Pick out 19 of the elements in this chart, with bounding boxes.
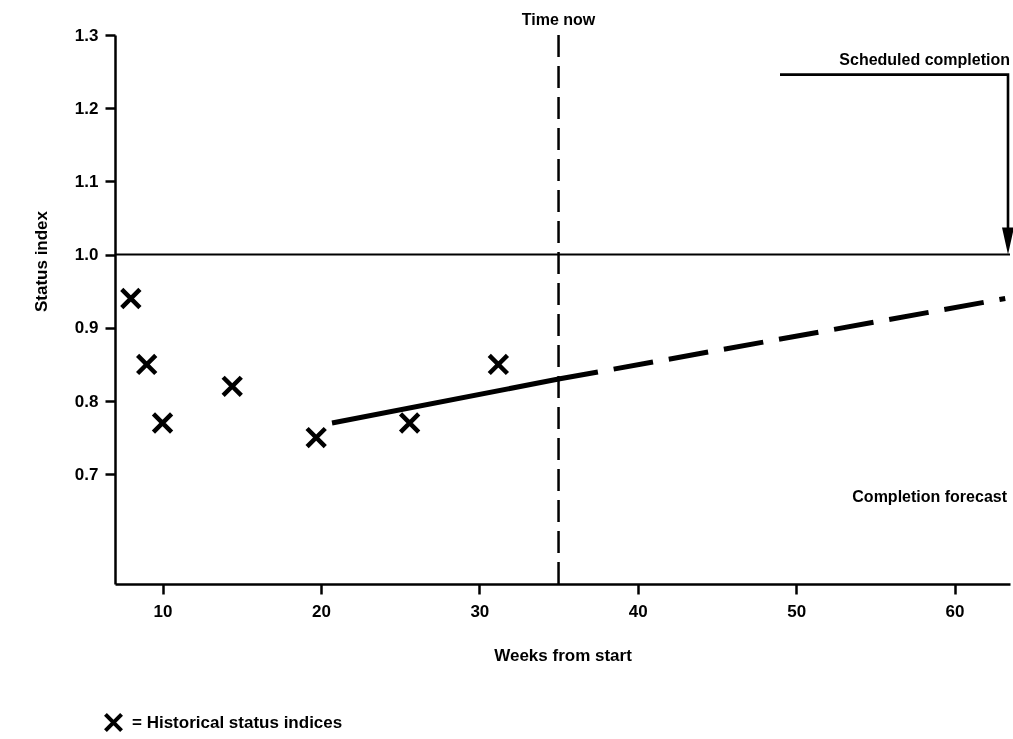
y-tick-label: 0.8 <box>74 391 99 411</box>
y-tick-label: 1.3 <box>74 25 99 45</box>
y-tick-label: 0.7 <box>74 464 99 484</box>
x-tick-label: 50 <box>787 601 807 621</box>
legend-label: = Historical status indices <box>132 712 343 732</box>
y-tick-label: 1.2 <box>74 98 99 118</box>
annotation: Completion forecast <box>852 488 1008 506</box>
x-axis-title: Weeks from start <box>494 645 633 665</box>
x-tick-label: 20 <box>311 601 331 621</box>
y-axis-title: Status index <box>31 210 51 313</box>
ref-line-label: Time now <box>521 11 596 28</box>
y-tick-label: 0.9 <box>74 318 99 338</box>
annotation: Scheduled completion <box>839 50 1010 68</box>
x-tick-label: 30 <box>470 601 490 621</box>
x-tick-label: 10 <box>153 601 173 621</box>
y-tick-label: 1.1 <box>74 171 99 191</box>
y-tick-label: 1.0 <box>74 245 99 265</box>
x-tick-label: 40 <box>628 601 648 621</box>
x-tick-label: 60 <box>945 601 965 621</box>
